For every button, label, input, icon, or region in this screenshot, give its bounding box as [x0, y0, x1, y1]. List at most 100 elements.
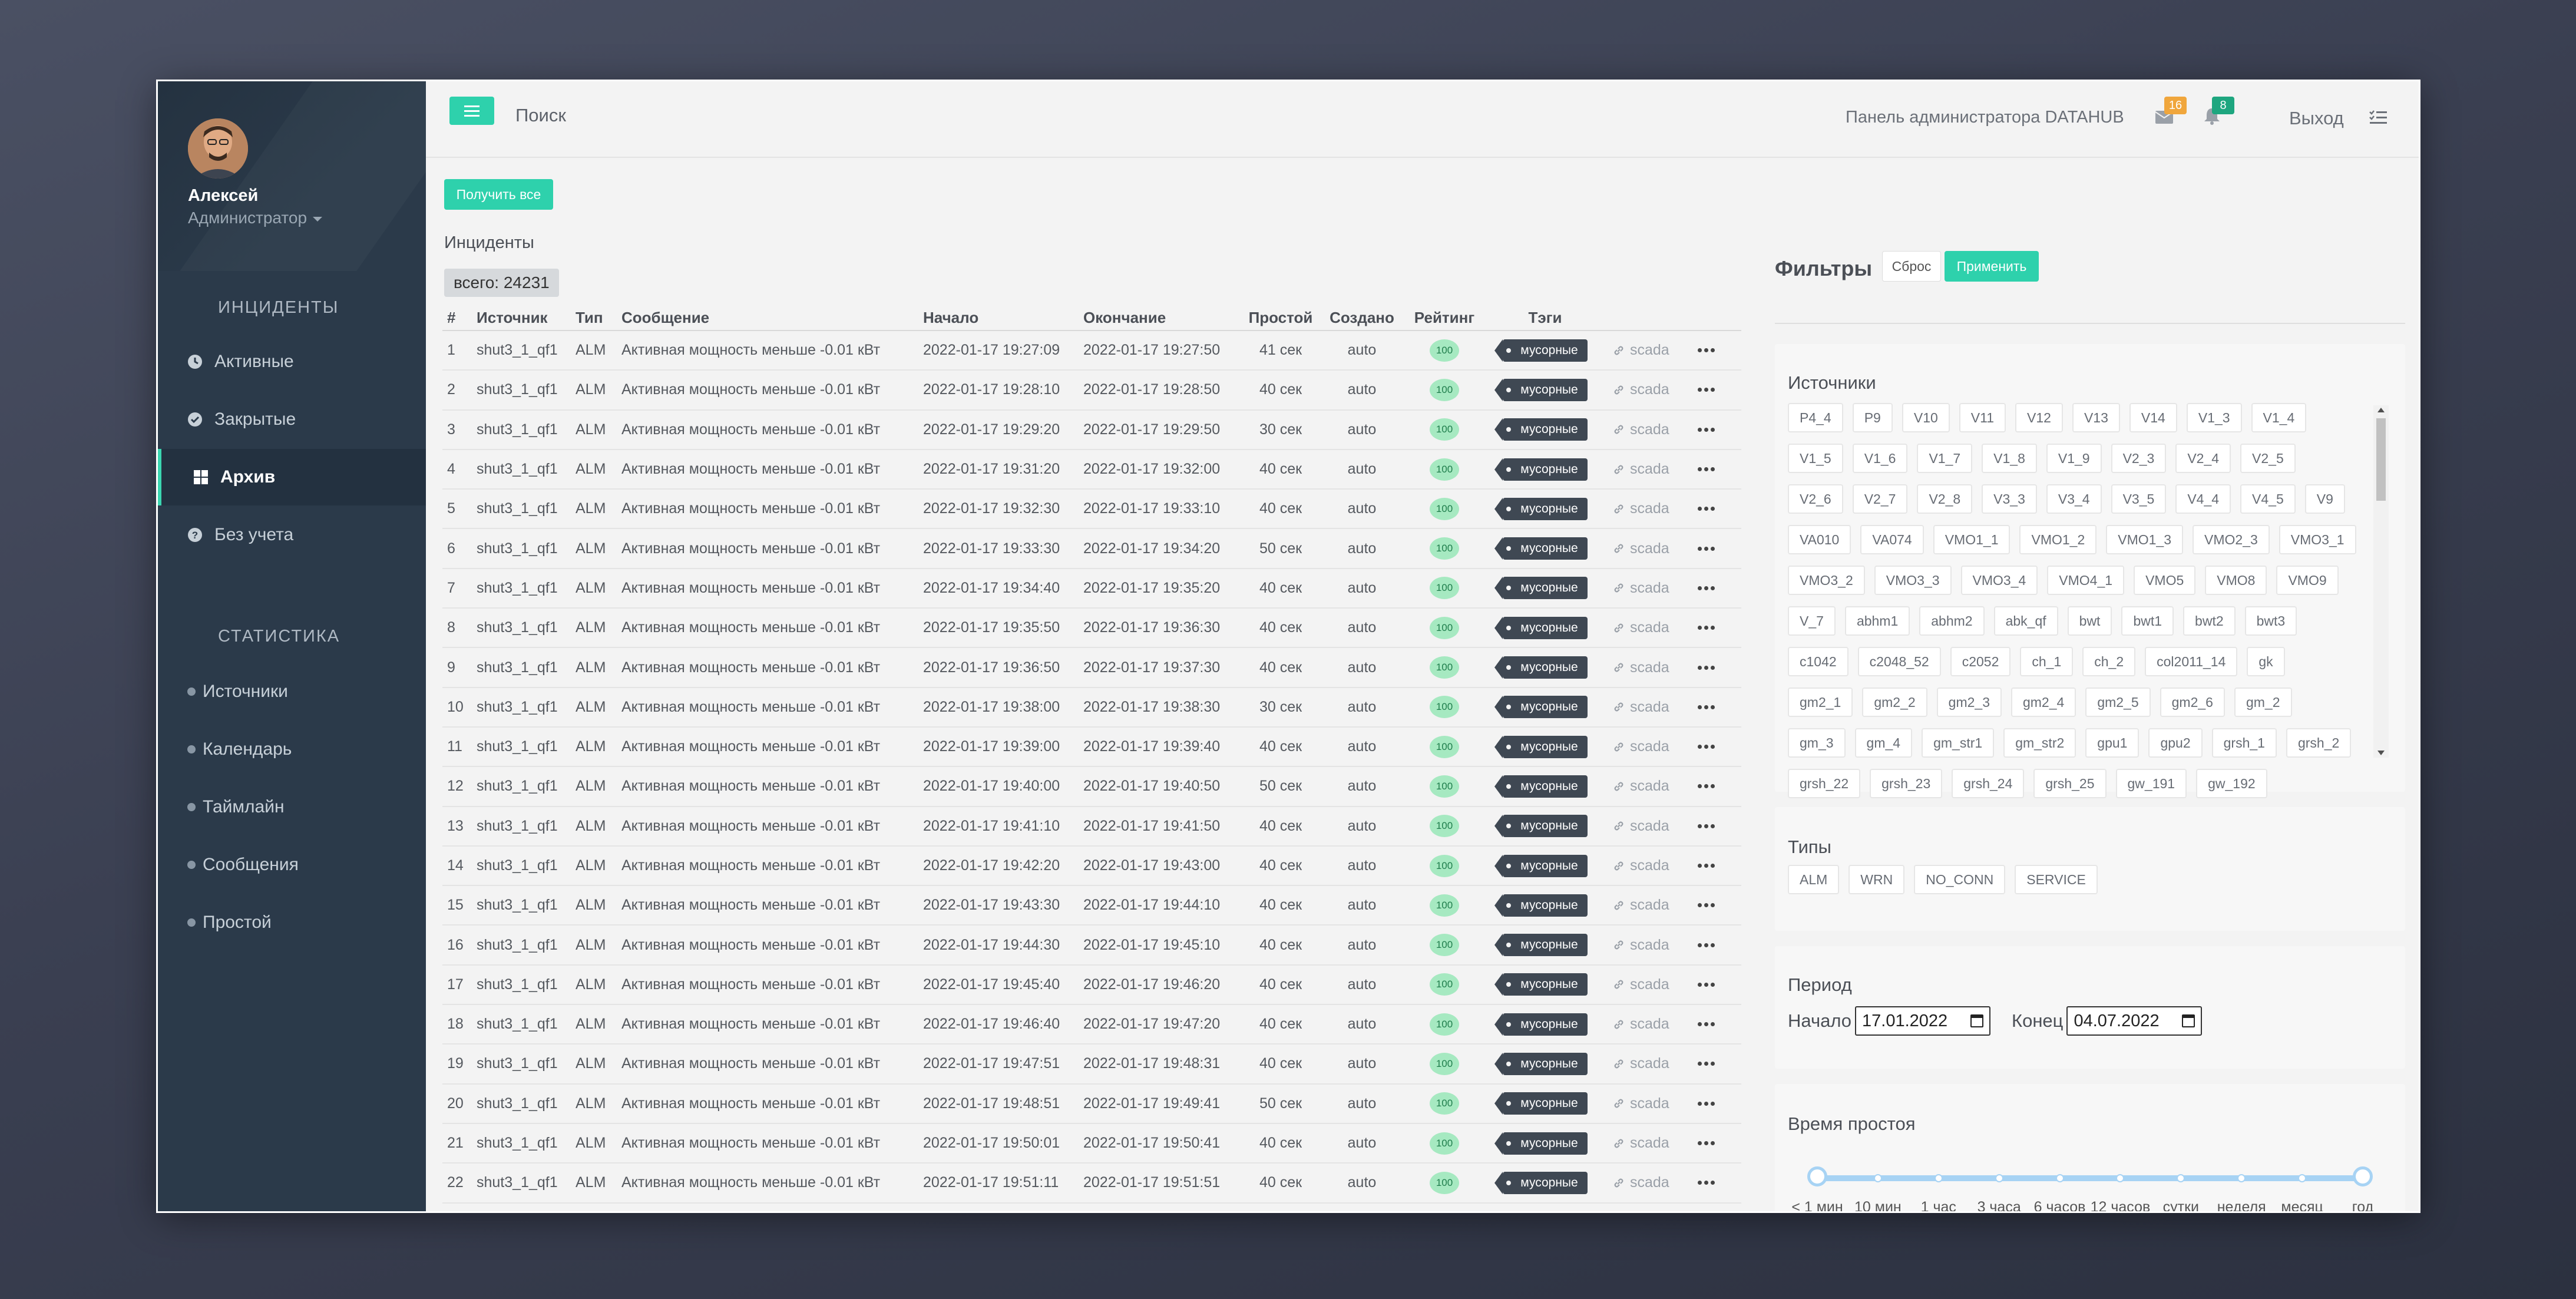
source-chip[interactable]: V_7 [1788, 606, 1836, 636]
source-chip[interactable]: V2_8 [1917, 484, 1973, 514]
tag-label[interactable]: мусорные [1494, 458, 1588, 481]
row-menu-button[interactable] [1679, 665, 1732, 670]
tag-label[interactable]: мусорные [1494, 1013, 1588, 1036]
source-chip[interactable]: V1_4 [2251, 403, 2307, 432]
source-chip[interactable]: VMO3_4 [1960, 566, 2038, 595]
source-chip[interactable]: gm2_1 [1788, 687, 1853, 717]
source-chip[interactable]: V1_5 [1788, 444, 1843, 473]
source-chip[interactable]: V1_7 [1917, 444, 1973, 473]
type-chip[interactable]: NO_CONN [1914, 865, 2006, 894]
scada-link[interactable]: scada [1612, 540, 1679, 557]
scada-link[interactable]: scada [1612, 1174, 1679, 1191]
scada-link[interactable]: scada [1612, 699, 1679, 716]
source-chip[interactable]: V2_6 [1788, 484, 1843, 514]
column-header[interactable]: Рейтинг [1414, 308, 1475, 326]
source-chip[interactable]: gpu1 [2085, 728, 2139, 758]
scada-link[interactable]: scada [1612, 461, 1679, 478]
user-role-dropdown[interactable]: Администратор [188, 209, 323, 227]
row-menu-button[interactable] [1679, 467, 1732, 472]
source-chip[interactable]: grsh_25 [2033, 769, 2107, 798]
slider-handle[interactable] [2353, 1166, 2373, 1186]
row-menu-button[interactable] [1679, 705, 1732, 709]
table-row[interactable]: 20 shut3_1_qf1 ALM Активная мощность меньше… [442, 1085, 1741, 1124]
source-chip[interactable]: V2_3 [2111, 444, 2167, 473]
source-chip[interactable]: gm_str1 [1922, 728, 1995, 758]
source-chip[interactable]: gm_2 [2234, 687, 2292, 717]
row-menu-button[interactable] [1679, 388, 1732, 392]
row-menu-button[interactable] [1679, 745, 1732, 749]
reset-button[interactable]: Сброс [1882, 251, 1941, 282]
scada-link[interactable]: scada [1612, 1095, 1679, 1112]
table-row[interactable]: 19 shut3_1_qf1 ALM Активная мощность меньше… [442, 1045, 1741, 1085]
admin-panel-title[interactable]: Панель администратора DATAHUB [1846, 108, 2124, 127]
tag-label[interactable]: мусорные [1494, 696, 1588, 719]
row-menu-button[interactable] [1679, 1062, 1732, 1066]
search-link[interactable]: Поиск [515, 105, 566, 125]
row-menu-button[interactable] [1679, 1181, 1732, 1185]
type-chip[interactable]: WRN [1848, 865, 1905, 894]
source-chip[interactable]: c2048_52 [1857, 647, 1941, 676]
scada-link[interactable]: scada [1612, 500, 1679, 517]
row-menu-button[interactable] [1679, 903, 1732, 908]
tag-label[interactable]: мусорные [1494, 537, 1588, 560]
sidebar-item-archive[interactable]: Архив [158, 449, 426, 505]
apply-button[interactable]: Применить [1945, 251, 2039, 282]
source-chip[interactable]: gm_3 [1788, 728, 1846, 758]
source-chip[interactable]: grsh_2 [2286, 728, 2352, 758]
row-menu-button[interactable] [1679, 586, 1732, 590]
calendar-icon[interactable] [1970, 1014, 1984, 1027]
scada-link[interactable]: scada [1612, 897, 1679, 914]
column-header[interactable]: # [447, 308, 456, 326]
source-chip[interactable]: gm2_3 [1936, 687, 2002, 717]
row-menu-button[interactable] [1679, 1141, 1732, 1146]
scada-link[interactable]: scada [1612, 857, 1679, 874]
sidebar-item-unaccounted[interactable]: ? Без учета [158, 507, 426, 563]
source-chip[interactable]: ch_1 [2020, 647, 2074, 676]
source-chip[interactable]: VA074 [1860, 525, 1924, 554]
source-chip[interactable]: bwt1 [2121, 606, 2174, 636]
source-chip[interactable]: VMO2_3 [2193, 525, 2270, 554]
source-chip[interactable]: V13 [2072, 403, 2120, 432]
row-menu-button[interactable] [1679, 546, 1732, 551]
table-row[interactable]: 6 shut3_1_qf1 ALM Активная мощность меньше … [442, 529, 1741, 569]
table-row[interactable]: 5 shut3_1_qf1 ALM Активная мощность меньше … [442, 490, 1741, 530]
source-chip[interactable]: V3_4 [2046, 484, 2102, 514]
table-row[interactable]: 2 shut3_1_qf1 ALM Активная мощность меньше … [442, 371, 1741, 411]
row-menu-button[interactable] [1679, 427, 1732, 432]
column-header[interactable]: Тэги [1528, 308, 1562, 326]
source-chip[interactable]: c1042 [1788, 647, 1848, 676]
source-chip[interactable]: gm2_6 [2160, 687, 2225, 717]
sidebar-item-downtime[interactable]: Простой [158, 894, 426, 951]
source-chip[interactable]: bwt [2067, 606, 2112, 636]
source-chip[interactable]: VMO1_1 [1933, 525, 2010, 554]
scrollbar-thumb[interactable] [2376, 418, 2386, 501]
get-all-button[interactable]: Получить все [444, 179, 553, 210]
scada-link[interactable]: scada [1612, 580, 1679, 597]
source-chip[interactable]: grsh_22 [1788, 769, 1861, 798]
source-chip[interactable]: V1_8 [1982, 444, 2037, 473]
source-chip[interactable]: P9 [1852, 403, 1893, 432]
scada-link[interactable]: scada [1612, 619, 1679, 636]
table-row[interactable]: 13 shut3_1_qf1 ALM Активная мощность меньше… [442, 807, 1741, 847]
row-menu-button[interactable] [1679, 626, 1732, 630]
end-date-input[interactable]: 04.07.2022 [2066, 1006, 2203, 1036]
tag-label[interactable]: мусорные [1494, 815, 1588, 838]
tag-label[interactable]: мусорные [1494, 894, 1588, 917]
bell-notifications[interactable]: 8 [2203, 97, 2234, 125]
tag-label[interactable]: мусорные [1494, 616, 1588, 639]
table-row[interactable]: 22 shut3_1_qf1 ALM Активная мощность меньше… [442, 1164, 1741, 1204]
column-header[interactable]: Источник [477, 308, 548, 326]
table-row[interactable]: 8 shut3_1_qf1 ALM Активная мощность меньше … [442, 609, 1741, 649]
source-chip[interactable]: V1_3 [2186, 403, 2242, 432]
tag-label[interactable]: мусорные [1494, 735, 1588, 758]
table-row[interactable]: 7 shut3_1_qf1 ALM Активная мощность меньше … [442, 569, 1741, 609]
source-chip[interactable]: bwt2 [2183, 606, 2236, 636]
mail-notifications[interactable]: 16 [2155, 97, 2187, 125]
source-chip[interactable]: abhm2 [1919, 606, 1985, 636]
table-row[interactable]: 10 shut3_1_qf1 ALM Активная мощность меньше… [442, 688, 1741, 728]
source-chip[interactable]: V2_5 [2240, 444, 2296, 473]
source-chip[interactable]: VMO5 [2134, 566, 2196, 595]
source-chip[interactable]: V4_5 [2240, 484, 2296, 514]
row-menu-button[interactable] [1679, 943, 1732, 947]
scada-link[interactable]: scada [1612, 976, 1679, 993]
